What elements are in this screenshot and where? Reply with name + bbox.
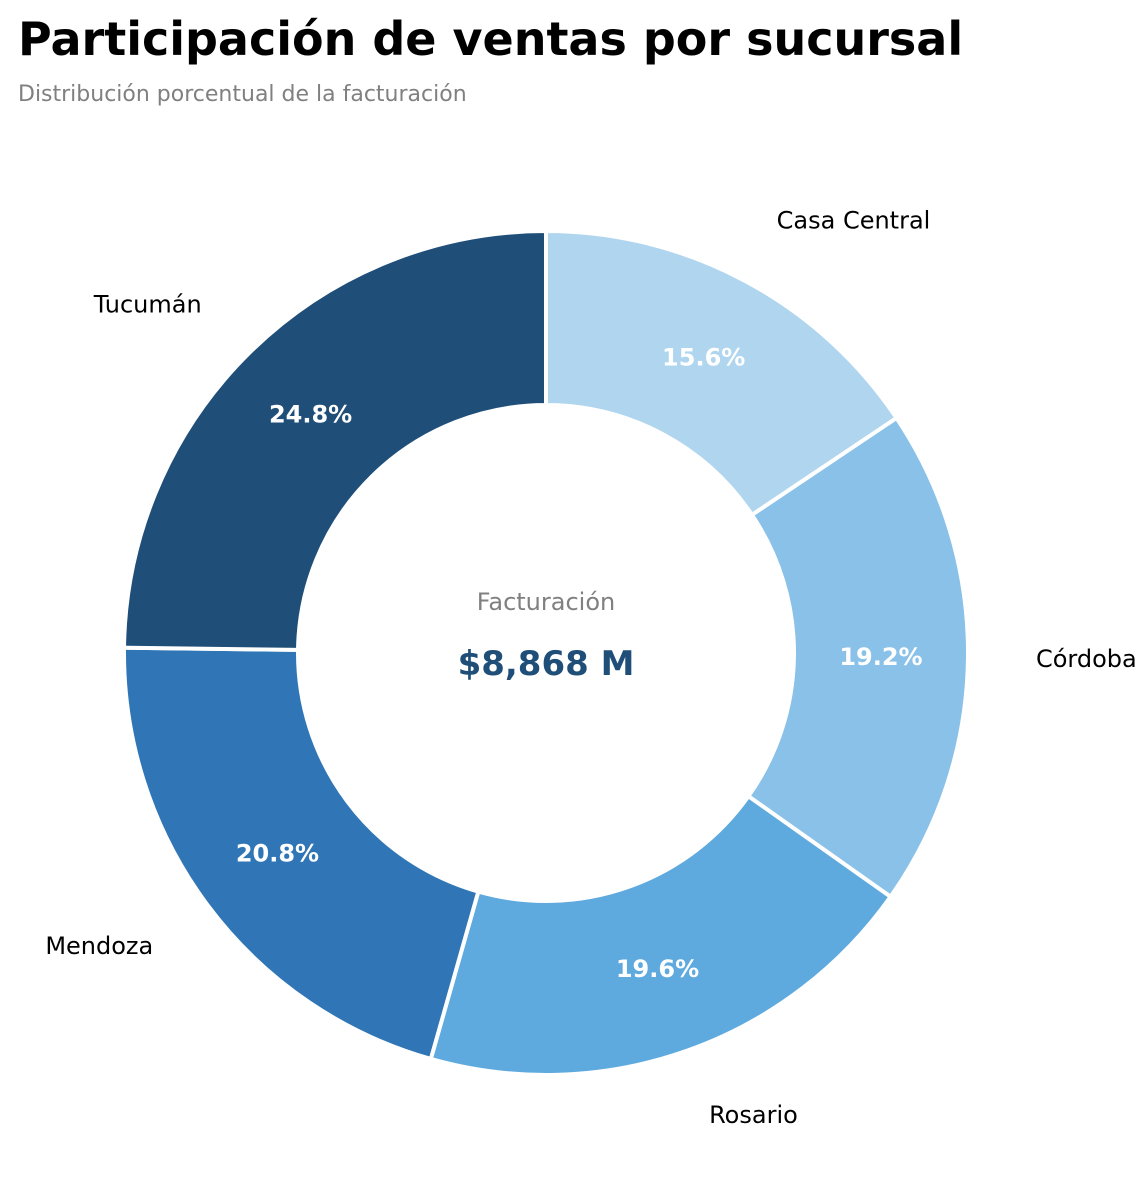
pct-label-mendoza: 20.8%	[236, 839, 319, 867]
chart-subtitle: Distribución porcentual de la facturació…	[18, 82, 467, 107]
percentage-labels: 15.6% 19.2% 19.6% 20.8% 24.8%	[236, 343, 923, 982]
slice-casa-central	[544, 228, 900, 518]
donut-slices	[122, 228, 970, 1078]
slice-rosario	[428, 793, 894, 1078]
pct-label-rosario: 19.6%	[616, 955, 699, 983]
slice-mendoza	[122, 645, 481, 1062]
slice-cordoba	[745, 415, 970, 900]
category-labels: Casa Central Córdoba Rosario Mendoza Tucumán	[45, 207, 1136, 1129]
category-label-mendoza: Mendoza	[45, 932, 153, 960]
category-label-tucuman: Tucumán	[93, 290, 202, 318]
pct-label-cordoba: 19.2%	[839, 643, 922, 671]
slice-tucuman	[122, 228, 548, 652]
center-caption: Facturación	[477, 588, 615, 616]
category-label-casa-central: Casa Central	[777, 207, 931, 235]
pct-label-tucuman: 24.8%	[269, 401, 352, 429]
pct-label-casa-central: 15.6%	[662, 343, 745, 371]
chart-title: Participación de ventas por sucursal	[18, 12, 964, 66]
center-total-value: $8,868 M	[458, 644, 635, 684]
category-label-cordoba: Córdoba	[1036, 645, 1137, 673]
category-label-rosario: Rosario	[709, 1101, 798, 1129]
